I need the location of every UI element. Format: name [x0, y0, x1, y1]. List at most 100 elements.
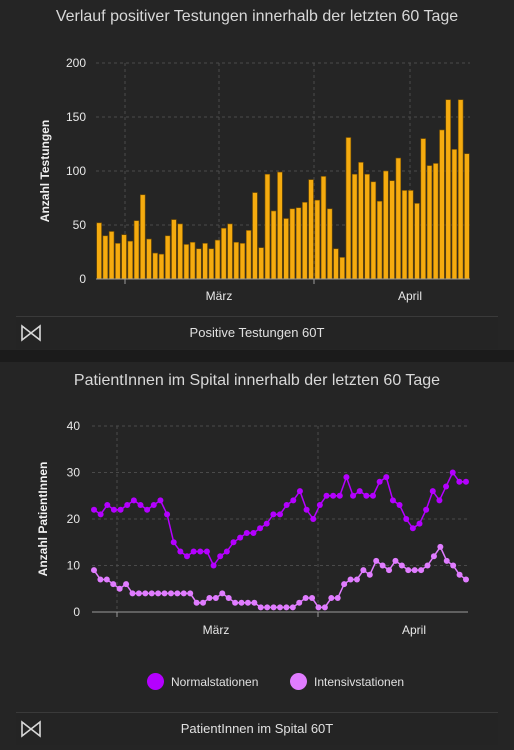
- data-point[interactable]: [117, 506, 124, 513]
- data-point[interactable]: [264, 604, 271, 611]
- chevron-left-icon[interactable]: [26, 323, 46, 343]
- bar[interactable]: [283, 218, 289, 280]
- data-point[interactable]: [363, 492, 370, 499]
- data-point[interactable]: [263, 520, 270, 527]
- bar[interactable]: [289, 208, 296, 280]
- data-point[interactable]: [177, 548, 184, 555]
- data-point[interactable]: [277, 604, 283, 611]
- data-point[interactable]: [124, 502, 131, 509]
- data-point[interactable]: [347, 576, 354, 583]
- bar[interactable]: [96, 222, 102, 280]
- bar[interactable]: [227, 223, 233, 280]
- data-point[interactable]: [370, 492, 376, 499]
- data-point[interactable]: [418, 567, 425, 574]
- data-point[interactable]: [250, 529, 257, 536]
- bar[interactable]: [339, 257, 345, 280]
- bar[interactable]: [108, 231, 115, 280]
- data-point[interactable]: [157, 497, 164, 504]
- bar[interactable]: [189, 241, 196, 280]
- data-point[interactable]: [150, 502, 157, 509]
- data-point[interactable]: [343, 474, 350, 481]
- data-point[interactable]: [290, 497, 297, 504]
- data-point[interactable]: [396, 502, 403, 509]
- data-point[interactable]: [257, 525, 264, 532]
- bar[interactable]: [258, 247, 264, 280]
- data-point[interactable]: [302, 595, 309, 602]
- data-point[interactable]: [184, 553, 190, 560]
- data-point[interactable]: [353, 576, 360, 583]
- data-point[interactable]: [148, 590, 155, 597]
- bar[interactable]: [408, 190, 414, 280]
- data-point[interactable]: [197, 548, 204, 555]
- data-point[interactable]: [443, 557, 450, 564]
- data-point[interactable]: [161, 590, 168, 597]
- data-point[interactable]: [170, 539, 177, 546]
- data-point[interactable]: [360, 567, 367, 574]
- bar[interactable]: [239, 243, 246, 280]
- data-point[interactable]: [203, 548, 210, 555]
- data-point[interactable]: [309, 595, 316, 602]
- data-point[interactable]: [283, 502, 290, 509]
- data-point[interactable]: [180, 590, 187, 597]
- bar[interactable]: [177, 223, 183, 280]
- data-point[interactable]: [296, 599, 303, 606]
- data-point[interactable]: [193, 599, 200, 606]
- data-point[interactable]: [316, 502, 323, 509]
- data-point[interactable]: [296, 488, 303, 495]
- bar[interactable]: [196, 248, 202, 280]
- data-point[interactable]: [135, 590, 142, 597]
- bar[interactable]: [426, 165, 433, 280]
- bar[interactable]: [333, 248, 339, 280]
- bar[interactable]: [314, 199, 321, 280]
- data-point[interactable]: [97, 511, 104, 518]
- data-point[interactable]: [219, 590, 226, 597]
- data-point[interactable]: [238, 599, 245, 606]
- data-point[interactable]: [376, 478, 383, 485]
- bar[interactable]: [351, 173, 358, 280]
- data-point[interactable]: [225, 595, 232, 602]
- data-point[interactable]: [110, 581, 117, 588]
- data-point[interactable]: [243, 529, 250, 536]
- data-point[interactable]: [237, 534, 244, 541]
- bar[interactable]: [171, 219, 177, 280]
- bar[interactable]: [264, 173, 271, 280]
- data-point[interactable]: [373, 557, 380, 564]
- data-point[interactable]: [409, 525, 416, 532]
- data-point[interactable]: [283, 604, 290, 611]
- bar[interactable]: [308, 179, 314, 280]
- data-point[interactable]: [144, 506, 151, 513]
- data-point[interactable]: [190, 548, 197, 555]
- data-point[interactable]: [206, 595, 213, 602]
- data-point[interactable]: [456, 571, 463, 578]
- bar[interactable]: [221, 227, 227, 280]
- data-point[interactable]: [328, 595, 335, 602]
- data-point[interactable]: [257, 604, 264, 611]
- bar[interactable]: [233, 241, 239, 280]
- data-point[interactable]: [323, 492, 330, 499]
- data-point[interactable]: [430, 553, 437, 560]
- data-point[interactable]: [303, 506, 310, 513]
- data-point[interactable]: [449, 469, 456, 476]
- bar[interactable]: [420, 138, 426, 280]
- data-point[interactable]: [277, 511, 283, 518]
- bar[interactable]: [140, 194, 146, 280]
- data-point[interactable]: [210, 562, 217, 569]
- bar[interactable]: [370, 181, 377, 280]
- data-point[interactable]: [411, 567, 418, 574]
- data-point[interactable]: [315, 604, 322, 611]
- bar[interactable]: [383, 170, 389, 280]
- data-point[interactable]: [232, 599, 239, 606]
- data-point[interactable]: [392, 557, 399, 564]
- data-point[interactable]: [129, 590, 136, 597]
- data-point[interactable]: [436, 497, 443, 504]
- data-point[interactable]: [330, 492, 337, 499]
- chevron-left-icon[interactable]: [26, 719, 46, 739]
- data-point[interactable]: [456, 478, 463, 485]
- bar[interactable]: [164, 235, 171, 280]
- data-point[interactable]: [116, 585, 123, 592]
- bar[interactable]: [252, 192, 258, 280]
- bar[interactable]: [445, 99, 451, 280]
- bar[interactable]: [320, 176, 327, 280]
- bar[interactable]: [214, 239, 221, 280]
- data-point[interactable]: [217, 553, 224, 560]
